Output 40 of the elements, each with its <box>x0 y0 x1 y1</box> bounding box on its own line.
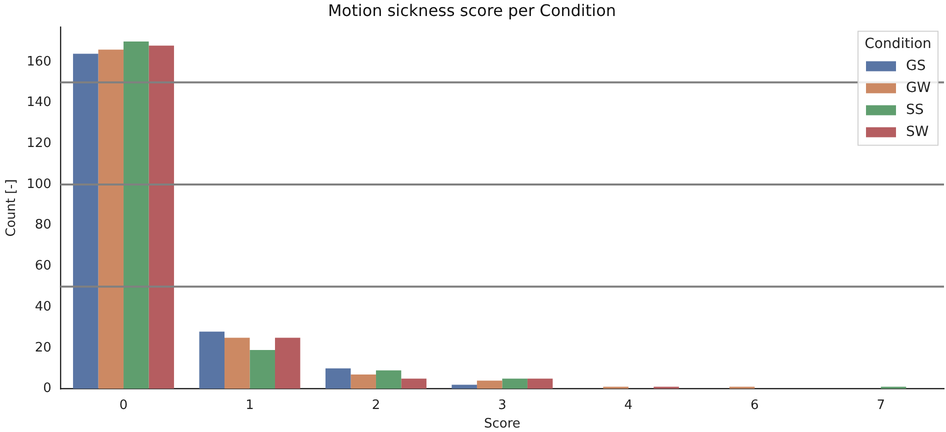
y-tick-label: 20 <box>34 340 52 356</box>
bar <box>275 338 300 389</box>
y-tick-label: 100 <box>26 176 52 192</box>
y-tick-label: 140 <box>26 95 52 110</box>
bar <box>73 54 98 389</box>
y-tick-label: 160 <box>26 54 52 70</box>
bar <box>98 50 124 389</box>
x-axis-title: Score <box>484 416 520 432</box>
bar <box>148 46 174 389</box>
bar <box>476 380 502 389</box>
x-tick-label: 7 <box>876 398 886 413</box>
bar <box>502 378 528 389</box>
legend-title: Condition <box>864 36 932 52</box>
y-tick-label: 60 <box>34 258 52 274</box>
legend-label: SW <box>906 124 929 140</box>
legend-label: SS <box>906 102 924 118</box>
legend-label: GW <box>906 80 931 96</box>
bar <box>199 332 225 389</box>
chart-title: Motion sickness score per Condition <box>328 0 616 20</box>
x-tick-label: 0 <box>119 398 128 413</box>
legend-label: GS <box>906 58 926 74</box>
bar <box>250 350 275 389</box>
y-tick-label: 80 <box>34 218 52 233</box>
bar <box>350 374 376 389</box>
bar <box>527 378 553 389</box>
x-tick-label: 6 <box>750 398 759 413</box>
bar <box>224 338 250 389</box>
x-tick-label: 3 <box>498 398 506 413</box>
bar <box>376 370 402 389</box>
bar <box>401 378 426 389</box>
y-tick-label: 0 <box>43 381 52 396</box>
x-tick-label: 2 <box>372 398 380 413</box>
x-tick-label: 1 <box>246 398 254 413</box>
y-tick-label: 120 <box>26 136 52 152</box>
x-tick-label: 4 <box>624 398 633 413</box>
y-axis-title: Count [-] <box>4 179 20 237</box>
bar <box>452 384 477 389</box>
bar <box>124 42 149 389</box>
bar <box>325 368 351 389</box>
y-tick-label: 40 <box>34 299 52 314</box>
